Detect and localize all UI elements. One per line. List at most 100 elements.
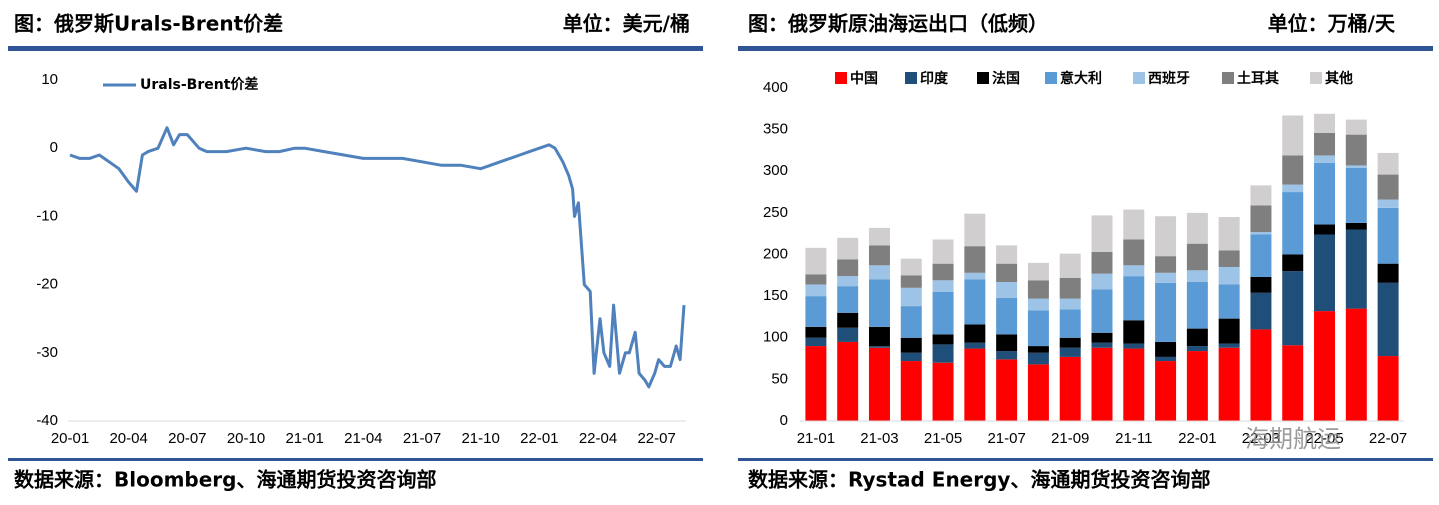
bar-segment (1027, 262, 1049, 281)
y-tick-label: -20 (36, 276, 58, 293)
bar-segment (1345, 167, 1367, 223)
bar-segment (868, 245, 890, 266)
bar-segment (868, 326, 890, 347)
bar-segment (1027, 280, 1049, 299)
bar-segment (900, 306, 922, 338)
bar-segment (1314, 155, 1336, 163)
bar-segment (1218, 343, 1240, 348)
bar-segment (1027, 346, 1049, 353)
bar-segment (1250, 329, 1272, 421)
y-tick-label: 400 (763, 79, 788, 96)
bar-segment (1059, 298, 1081, 310)
legend-swatch (835, 72, 847, 84)
bar-segment (1345, 165, 1367, 168)
bar-segment (996, 281, 1018, 298)
bar-segment (964, 342, 986, 349)
bar-segment (900, 361, 922, 421)
bar-segment (1314, 311, 1336, 421)
y-tick-label: -30 (36, 344, 58, 361)
bar-segment (1345, 308, 1367, 421)
x-tick-label: 21-03 (860, 430, 898, 447)
y-tick-label: 200 (763, 245, 788, 262)
bar-segment (1250, 292, 1272, 330)
bar-segment (932, 362, 954, 421)
bar-segment (932, 263, 954, 281)
legend-swatch (1310, 72, 1322, 84)
bar-segment (932, 291, 954, 335)
footer-rule (8, 458, 703, 461)
bar-segment (1155, 361, 1177, 421)
bar-segment (1123, 343, 1145, 349)
bar-segment (1027, 364, 1049, 421)
bar-segment (1250, 276, 1272, 293)
y-tick-label: 250 (763, 204, 788, 221)
bar-segment (1091, 273, 1113, 290)
bar-segment (1218, 266, 1240, 285)
bar-segment (900, 275, 922, 288)
bar-segment (996, 263, 1018, 282)
x-tick-label: 21-05 (924, 430, 962, 447)
bar-segment (837, 237, 859, 260)
bar-segment (1155, 256, 1177, 273)
bar-segment (1186, 243, 1208, 271)
bar-segment (932, 344, 954, 363)
bar-segment (868, 279, 890, 327)
bar-segment (837, 286, 859, 313)
bar-segment (1186, 346, 1208, 352)
bar-segment (1282, 271, 1304, 346)
x-tick-label: 21-10 (461, 430, 499, 447)
bar-segment (1377, 174, 1399, 200)
bar-segment (964, 246, 986, 273)
bar-segment (1345, 119, 1367, 135)
bar-segment (1377, 199, 1399, 208)
bar-segment (996, 297, 1018, 335)
bar-segment (868, 346, 890, 348)
bar-segment (837, 312, 859, 328)
bar-segment (1218, 318, 1240, 344)
bar-segment (1123, 320, 1145, 344)
chart-title: 图：俄罗斯Urals-Brent价差 (14, 12, 283, 36)
bar-segment (1155, 282, 1177, 342)
bar-segment (1282, 345, 1304, 421)
legend-swatch (1045, 72, 1057, 84)
bar-segment (837, 276, 859, 287)
y-tick-label: 100 (763, 329, 788, 346)
x-tick-label: 21-09 (1051, 430, 1089, 447)
bar-segment (868, 265, 890, 280)
bar-segment (1123, 209, 1145, 240)
bar-segment (1186, 270, 1208, 282)
bar-segment (1155, 356, 1177, 362)
bar-segment (1218, 347, 1240, 421)
bar-segment (1027, 352, 1049, 365)
x-tick-label: 21-07 (987, 430, 1025, 447)
legend-swatch (1133, 72, 1145, 84)
bar-segment (1218, 217, 1240, 251)
x-tick-label: 22-07 (1369, 430, 1407, 447)
line (69, 126, 686, 389)
x-tick-label: 21-01 (797, 430, 835, 447)
x-tick-label: 22-01 (520, 430, 558, 447)
bar-segment (1027, 310, 1049, 347)
bar-segment (964, 348, 986, 421)
bar-segment (1186, 212, 1208, 244)
bar-segment (1345, 222, 1367, 230)
bar-segment (932, 334, 954, 345)
bar-segment (1314, 162, 1336, 225)
bar-segment (1250, 234, 1272, 277)
bar-segment (1282, 192, 1304, 255)
bar-segment (868, 227, 890, 246)
bar-segment (1123, 239, 1145, 266)
footer-rule (738, 458, 1433, 461)
bar-segment (996, 359, 1018, 421)
bar-segment (805, 337, 827, 347)
unit: 单位：美元/桶 (563, 12, 690, 36)
bar-segment (1345, 134, 1367, 166)
y-tick-label: 350 (763, 121, 788, 138)
x-tick-label: 20-04 (109, 430, 147, 447)
bar-segment (1345, 229, 1367, 309)
bar-segment (1314, 132, 1336, 156)
bar-segment (1250, 205, 1272, 233)
bar-segment (1059, 347, 1081, 357)
x-tick-label: 22-03 (1242, 430, 1280, 447)
